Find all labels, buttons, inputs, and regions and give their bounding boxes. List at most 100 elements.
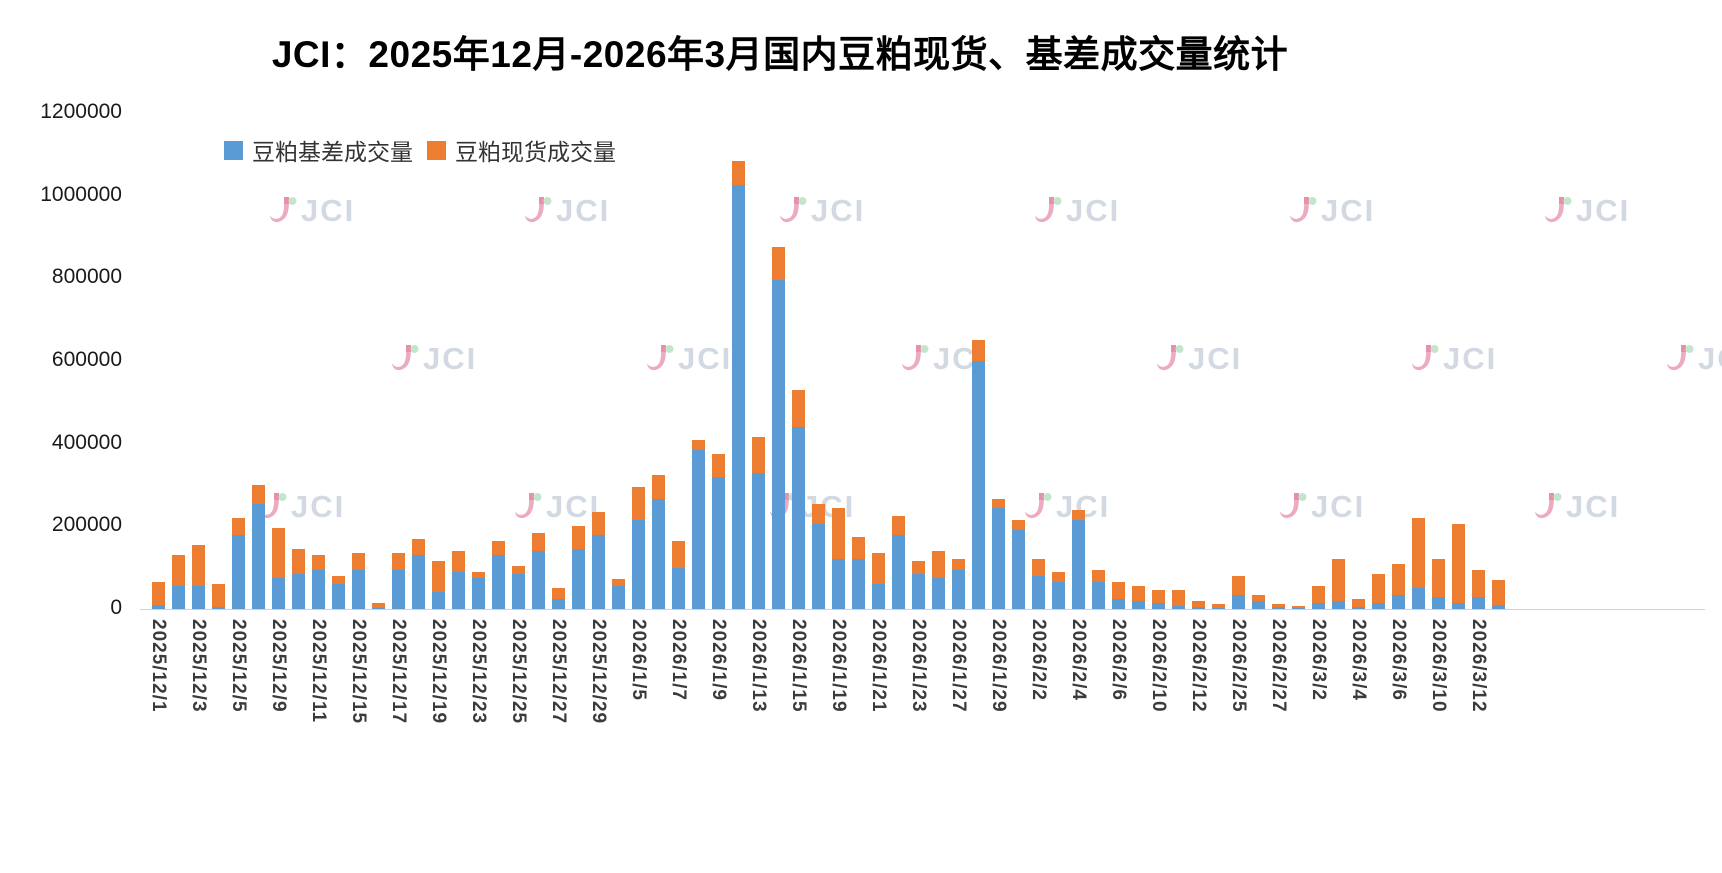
bar-segment (571, 549, 585, 609)
x-axis-tick-label: 2026/1/21 (868, 619, 889, 713)
bar-segment (891, 516, 905, 535)
x-axis-tick-label: 2025/12/27 (548, 619, 569, 725)
bar-segment (1431, 596, 1445, 609)
bar-segment (631, 520, 645, 609)
bar-segment (231, 518, 245, 535)
bar-slot (608, 578, 628, 609)
bar-segment (1031, 559, 1045, 576)
bar-segment (531, 551, 545, 609)
bar-segment (711, 454, 725, 477)
stacked-bar (691, 439, 705, 609)
bar-slot (1028, 559, 1048, 609)
bar-slot (1408, 518, 1428, 609)
bar-segment (1151, 590, 1165, 603)
stacked-bar (1171, 590, 1185, 609)
bar-segment (671, 540, 685, 568)
bar-segment (891, 534, 905, 609)
bar-slot (948, 559, 968, 609)
bar-segment (951, 569, 965, 609)
stacked-bar (271, 528, 285, 609)
bar-segment (791, 427, 805, 609)
x-axis-tick-label: 2026/1/5 (628, 619, 649, 701)
x-axis-tick-label: 2026/1/23 (908, 619, 929, 713)
bar-segment (611, 586, 625, 609)
bar-segment (1251, 600, 1265, 609)
legend-item-spot: 豆粕现货成交量 (427, 133, 616, 167)
bar-slot (348, 553, 368, 609)
stacked-bar (1331, 559, 1345, 609)
stacked-bar (611, 578, 625, 609)
bar-segment (1491, 604, 1505, 609)
bar-slot (428, 561, 448, 609)
bar-slot (488, 540, 508, 609)
stacked-bar (551, 588, 565, 609)
bar-segment (931, 551, 945, 578)
bar-segment (771, 247, 785, 281)
stacked-bar (1211, 603, 1225, 609)
stacked-bar (471, 571, 485, 609)
bar-segment (251, 485, 265, 504)
bar-slot (988, 499, 1008, 609)
stacked-bar (1491, 580, 1505, 609)
x-axis-tick-label: 2026/3/4 (1348, 619, 1369, 701)
bar-segment (271, 528, 285, 578)
bar-segment (1291, 606, 1305, 609)
y-axis-tick-label: 1200000 (40, 100, 122, 123)
bar-segment (331, 584, 345, 609)
bar-slot (828, 507, 848, 609)
bar-segment (1131, 586, 1145, 601)
legend-label-basis: 豆粕基差成交量 (252, 139, 413, 165)
stacked-bar (451, 551, 465, 609)
bar-slot (1148, 590, 1168, 609)
bar-slot (908, 561, 928, 609)
bar-segment (1091, 569, 1105, 583)
bar-segment (471, 578, 485, 609)
bar-slot (688, 439, 708, 609)
bar-slot (568, 526, 588, 609)
bar-slot (388, 553, 408, 609)
bar-segment (571, 526, 585, 550)
bar-slot (1308, 586, 1328, 609)
bar-segment (1471, 596, 1485, 609)
stacked-bar (1391, 563, 1405, 609)
stacked-bar (1191, 600, 1205, 609)
stacked-bar (791, 389, 805, 609)
bar-slot (1448, 524, 1468, 609)
bar-segment (1271, 606, 1285, 609)
bar-segment (471, 571, 485, 578)
stacked-bar (1371, 573, 1385, 609)
bar-segment (1231, 594, 1245, 609)
bar-segment (831, 507, 845, 560)
bar-segment (491, 555, 505, 609)
stacked-bar (571, 526, 585, 609)
bar-slot (1048, 571, 1068, 609)
chart-title: JCI：2025年12月-2026年3月国内豆粕现货、基差成交量统计 (271, 34, 1289, 75)
stacked-bar (1351, 598, 1365, 609)
bar-segment (1451, 524, 1465, 603)
bar-slot (748, 437, 768, 609)
bar-segment (1231, 575, 1245, 595)
stacked-bar (671, 540, 685, 609)
bar-segment (651, 474, 665, 500)
x-axis-tick-label: 2025/12/3 (188, 619, 209, 713)
bar-segment (1331, 559, 1345, 601)
bar-slot (808, 503, 828, 609)
bar-segment (1151, 602, 1165, 609)
bar-slot (368, 602, 388, 609)
bar-segment (1391, 563, 1405, 595)
bar-segment (1211, 603, 1225, 608)
x-axis-tick-label: 2025/12/1 (148, 619, 169, 713)
bar-segment (511, 565, 525, 574)
stacked-bar (591, 511, 605, 609)
stacked-bar (431, 561, 445, 609)
y-axis-tick-label: 200000 (51, 513, 122, 537)
bar-segment (211, 584, 225, 607)
bar-slot (1288, 606, 1308, 609)
bar-segment (511, 573, 525, 609)
bar-segment (711, 476, 725, 609)
bar-slot (1488, 580, 1508, 609)
stacked-bar (931, 551, 945, 609)
bar-segment (151, 604, 165, 609)
bar-segment (971, 361, 985, 609)
bar-segment (871, 553, 885, 585)
